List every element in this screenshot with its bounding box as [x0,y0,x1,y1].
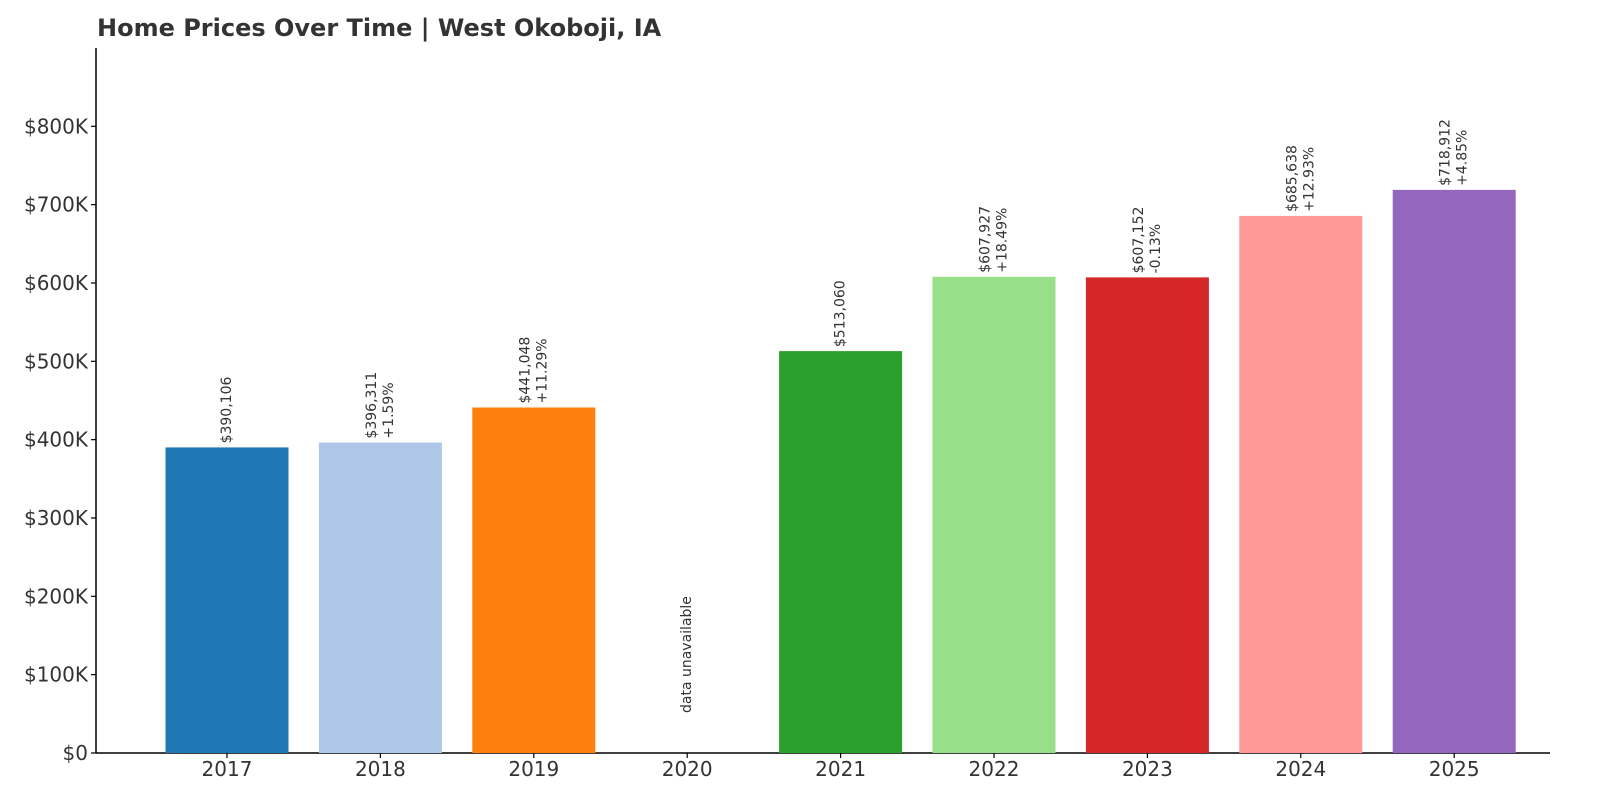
bar-value-label: $441,048 [517,337,533,404]
bar [779,351,903,753]
bar-value-label: $513,060 [833,280,849,347]
bar-value-label: $396,311 [364,372,380,439]
bar-change-label: +11.29% [534,338,550,403]
x-tick-label: 2021 [815,757,866,781]
bar [318,442,442,753]
bar [1392,189,1516,753]
x-tick-label: 2025 [1429,757,1480,781]
y-tick-label: $600K [24,271,89,295]
bar [472,407,596,753]
bar-change-label: +4.85% [1455,130,1471,186]
bar [1085,277,1209,753]
y-axis: $0 $100K $200K $300K $400K $500K $600K $700K $80… [24,48,97,765]
x-tick-label: 2024 [1275,757,1326,781]
y-tick-label: $800K [24,114,89,138]
bar-change-label: +18.49% [995,208,1011,273]
y-tick-label: $400K [24,428,89,452]
bar-value-label: $718,912 [1438,119,1454,186]
chart-title: Home Prices Over Time | West Okoboji, IA [97,14,662,42]
x-tick-label: 2018 [355,757,406,781]
bar [165,447,289,753]
x-tick-label: 2019 [508,757,559,781]
bar [1239,215,1363,754]
bar-labels: $390,106 $396,311 +1.59% $441,048 +11.29% dat… [219,119,1471,713]
y-tick-label: $200K [24,584,89,608]
bar-change-label: +1.59% [381,382,397,438]
bar-value-label: $607,152 [1131,207,1147,274]
bar-change-label: -0.13% [1148,224,1164,274]
x-tick-label: 2023 [1122,757,1173,781]
bar-value-label: $390,106 [219,377,235,444]
y-tick-label: $0 [63,741,88,765]
y-tick-label: $300K [24,506,89,530]
bar-value-label: $685,638 [1284,145,1300,212]
y-tick-label: $700K [24,193,89,217]
x-tick-label: 2020 [662,757,713,781]
bars [165,189,1516,754]
y-tick-label: $100K [24,663,89,687]
x-axis: 2017 2018 2019 2020 2021 2022 2023 2024 2025 [96,752,1550,781]
x-tick-label: 2017 [202,757,253,781]
bar-value-label: $607,927 [978,206,994,273]
missing-data-label: data unavailable [679,596,695,713]
bar-change-label: +12.93% [1301,147,1317,212]
y-tick-label: $500K [24,349,89,373]
bar [932,276,1056,753]
x-tick-label: 2022 [969,757,1020,781]
